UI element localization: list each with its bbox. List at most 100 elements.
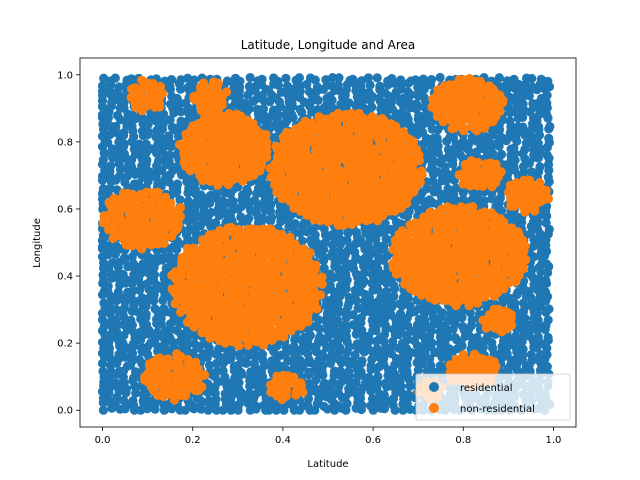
non-residential-point [488, 84, 498, 94]
residential-point [442, 195, 452, 205]
residential-point [131, 388, 141, 398]
residential-point [432, 304, 442, 314]
residential-point [350, 247, 360, 257]
residential-point [544, 133, 554, 143]
residential-point [228, 196, 238, 206]
non-residential-point [535, 178, 545, 188]
residential-point [381, 286, 392, 297]
residential-point [165, 333, 175, 343]
residential-point [396, 219, 406, 229]
residential-point [134, 308, 144, 318]
non-residential-point [166, 198, 176, 208]
residential-point [320, 378, 330, 388]
residential-point [288, 401, 298, 411]
residential-point [456, 338, 466, 348]
residential-point [455, 150, 465, 160]
residential-point [111, 121, 121, 132]
residential-point [356, 287, 366, 297]
non-residential-point [541, 185, 551, 195]
residential-point [518, 122, 528, 132]
residential-point [273, 76, 283, 86]
residential-point [540, 287, 551, 297]
residential-point [143, 127, 153, 137]
residential-point [106, 161, 116, 171]
residential-point [204, 360, 215, 370]
non-residential-point [248, 119, 258, 129]
residential-point [411, 75, 421, 85]
residential-point [98, 270, 108, 280]
residential-point [287, 110, 297, 120]
residential-point [118, 269, 128, 280]
residential-point [365, 80, 375, 90]
residential-point [107, 97, 117, 107]
residential-point [227, 348, 237, 358]
residential-point [511, 355, 521, 365]
residential-point [334, 73, 344, 83]
non-residential-point [408, 137, 419, 147]
residential-point [257, 349, 268, 359]
residential-point [187, 400, 197, 410]
residential-point [264, 85, 274, 95]
residential-point [411, 99, 421, 109]
residential-point [111, 333, 121, 343]
residential-point [357, 356, 367, 366]
residential-point [164, 177, 174, 187]
residential-point [249, 359, 259, 369]
residential-point [335, 343, 345, 353]
residential-point [97, 131, 108, 141]
residential-point [367, 394, 378, 404]
residential-point [164, 131, 174, 141]
residential-point [375, 81, 385, 91]
residential-point [425, 354, 435, 364]
residential-point [156, 314, 166, 324]
residential-point [172, 179, 183, 189]
residential-point [402, 110, 412, 121]
residential-point [322, 325, 333, 335]
residential-point [149, 270, 160, 280]
residential-point [141, 320, 151, 330]
residential-point [218, 366, 228, 376]
residential-point [234, 378, 244, 388]
residential-point [379, 336, 389, 346]
residential-point [426, 150, 436, 160]
residential-point [113, 110, 123, 121]
residential-point [432, 182, 442, 192]
residential-point [417, 355, 427, 365]
non-residential-point [221, 87, 232, 97]
residential-point [166, 99, 176, 109]
non-residential-point [155, 82, 165, 92]
residential-point [396, 75, 406, 85]
non-residential-point [199, 78, 209, 88]
residential-point [142, 349, 153, 359]
residential-point [420, 315, 430, 326]
residential-point [143, 395, 153, 405]
residential-point [419, 92, 429, 102]
residential-point [141, 139, 151, 149]
residential-point [386, 310, 396, 320]
residential-point [119, 395, 129, 406]
residential-point [327, 102, 337, 112]
residential-point [327, 230, 337, 240]
residential-point [318, 361, 328, 371]
residential-point [175, 336, 185, 346]
residential-point [443, 184, 453, 194]
non-residential-point [377, 114, 387, 124]
residential-point [295, 355, 305, 365]
residential-point [122, 171, 132, 181]
residential-point [418, 127, 428, 137]
residential-point [319, 263, 329, 273]
residential-point [119, 149, 129, 159]
non-residential-point [305, 248, 315, 258]
residential-point [364, 87, 374, 98]
residential-point [518, 344, 528, 354]
residential-point [189, 75, 199, 85]
residential-point [203, 405, 213, 415]
residential-point [333, 80, 343, 90]
residential-point [535, 162, 545, 172]
residential-point [379, 390, 389, 400]
residential-point [432, 133, 442, 143]
residential-point [165, 251, 175, 262]
residential-point [533, 138, 543, 148]
residential-point [386, 349, 396, 359]
residential-point [98, 119, 108, 129]
